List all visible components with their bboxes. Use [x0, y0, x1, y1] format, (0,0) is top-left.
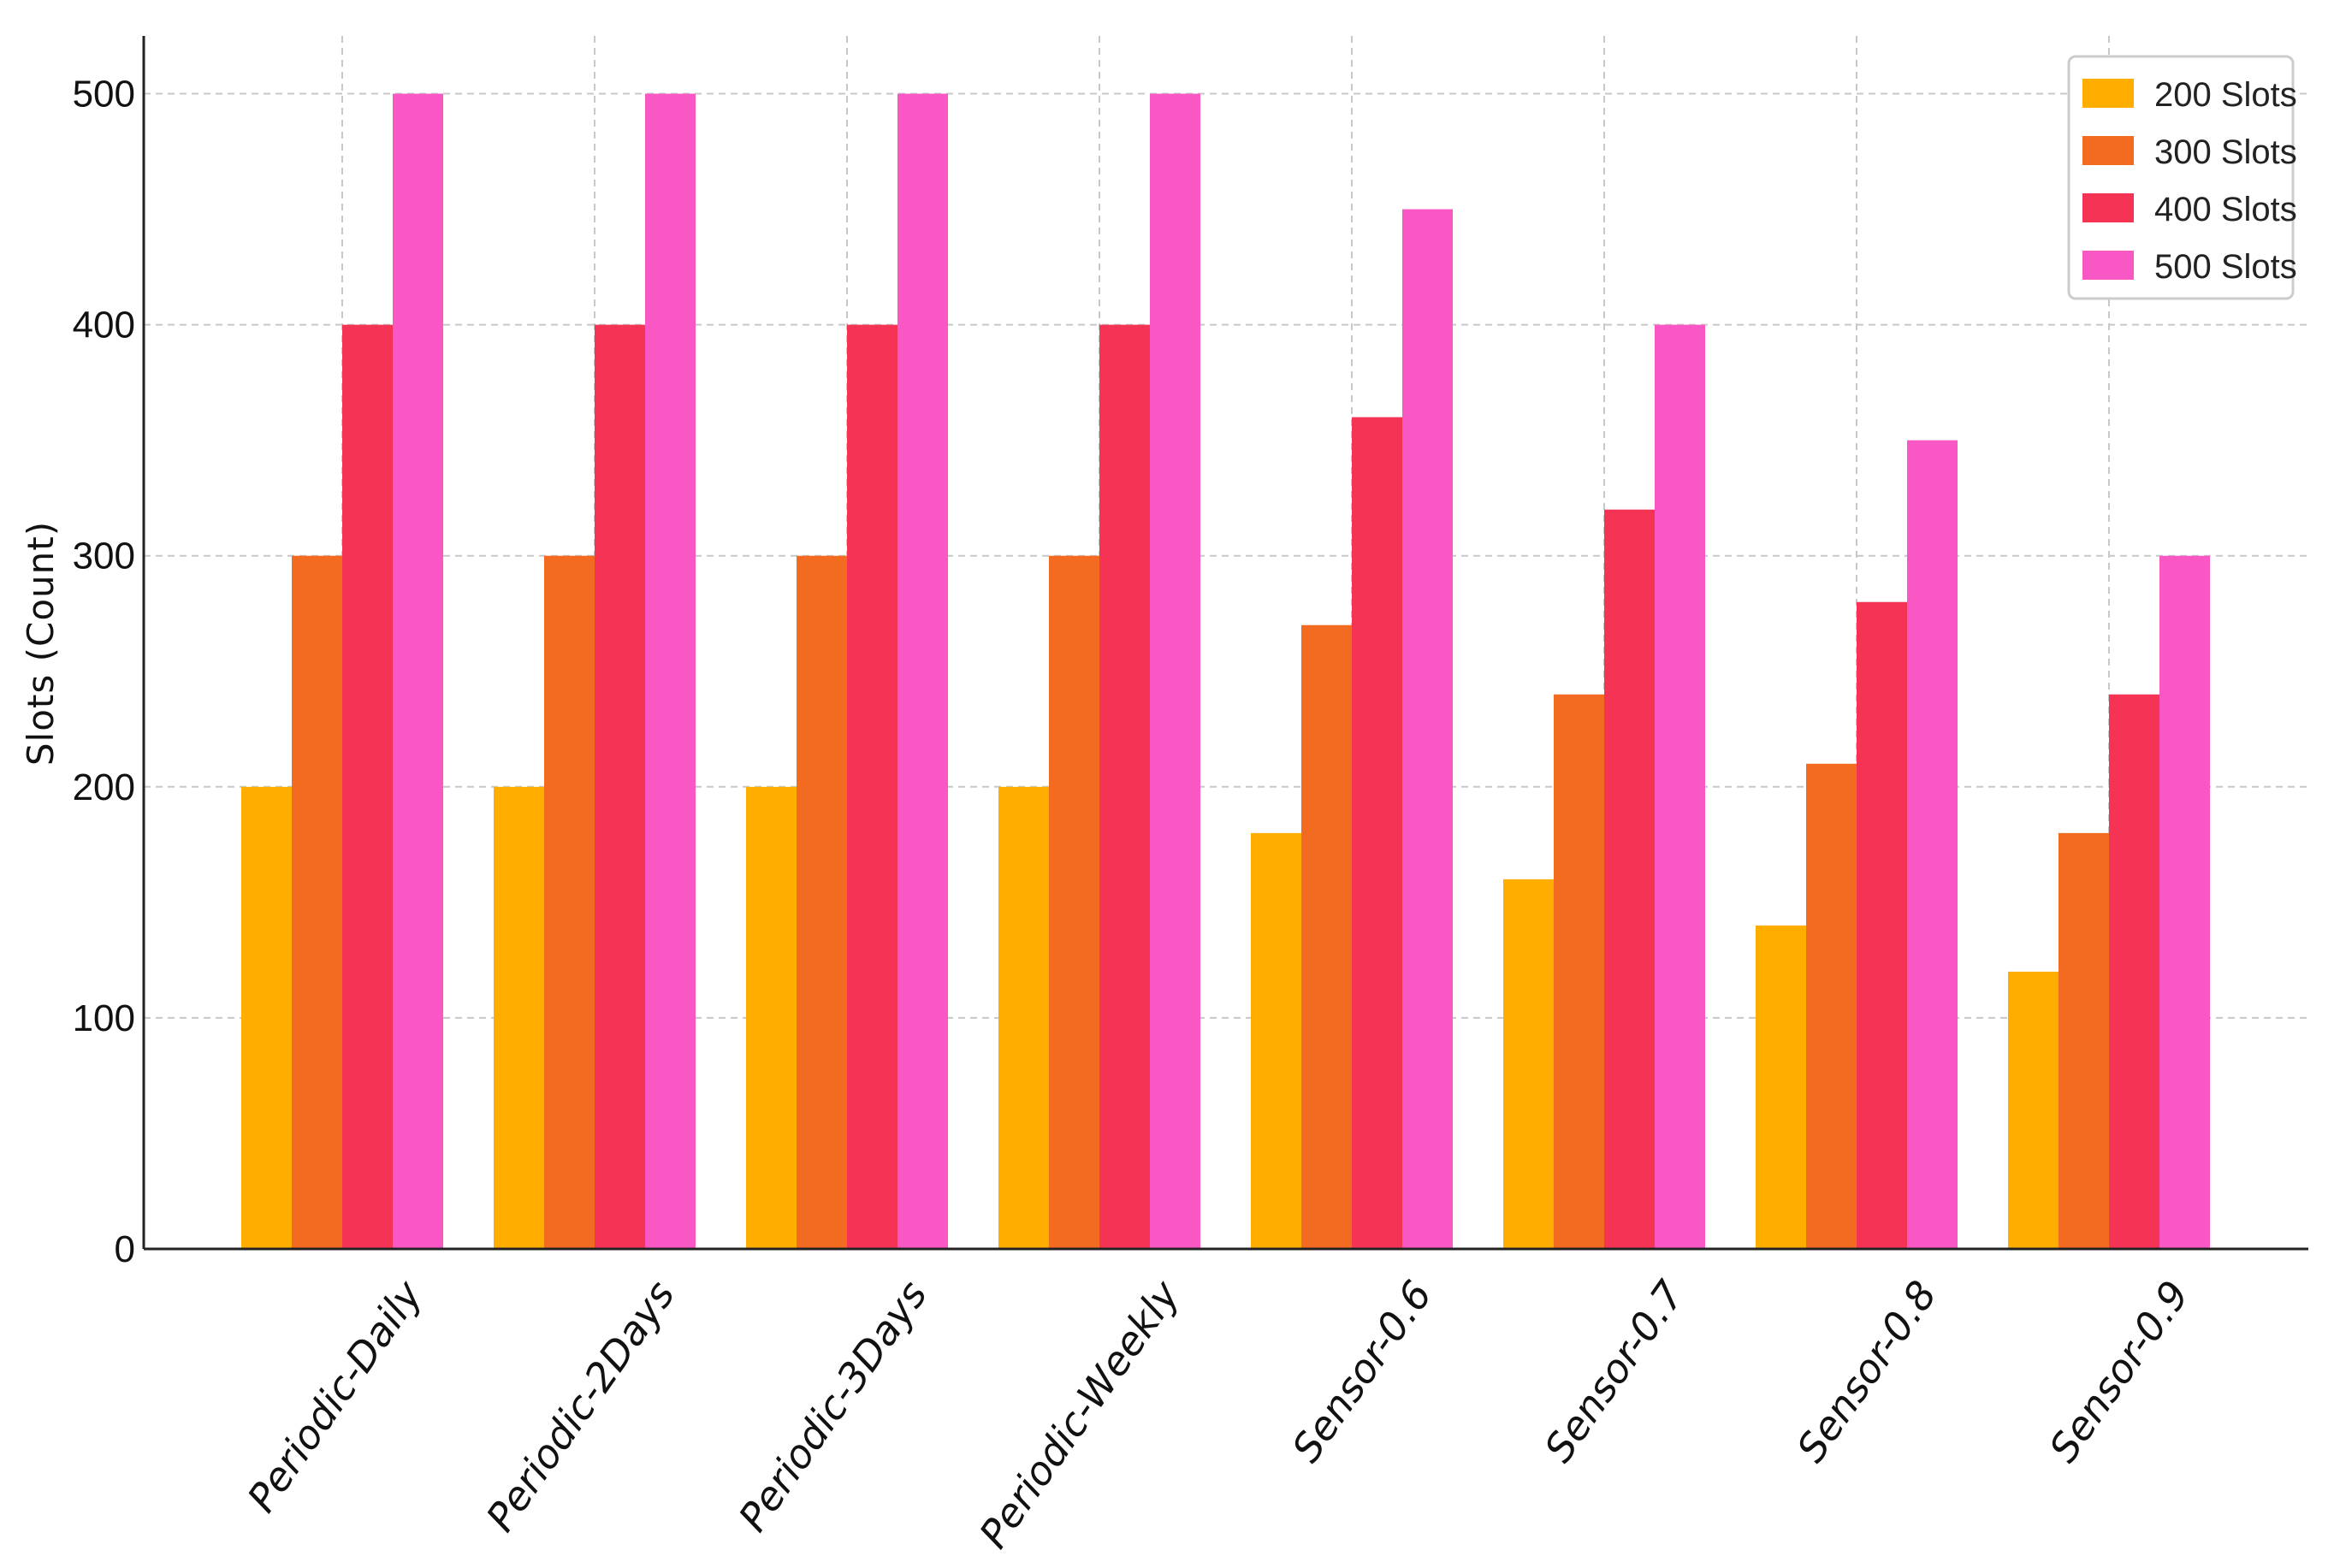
bar-400-slots-sensor-0-8: [1857, 601, 1907, 1249]
y-tick-label: 0: [115, 1228, 135, 1270]
legend-swatch: [2082, 251, 2134, 280]
axes-layer: [142, 36, 2308, 1251]
legend-label: 200 Slots: [2154, 76, 2297, 114]
x-tick-label: Periodic-3Days: [730, 1272, 936, 1540]
bar-200-slots-periodic-2days: [494, 786, 544, 1249]
x-tick-label: Periodic-Weekly: [970, 1272, 1189, 1557]
bar-300-slots-sensor-0-9: [2059, 832, 2109, 1249]
bar-300-slots-periodic-daily: [292, 555, 342, 1249]
legend-swatch: [2082, 193, 2134, 222]
bar-500-slots-sensor-0-9: [2159, 555, 2210, 1249]
legend-swatch: [2082, 79, 2134, 108]
bar-400-slots-periodic-weekly: [1099, 324, 1150, 1250]
x-tick-label: Periodic-2Days: [477, 1272, 684, 1540]
bar-200-slots-sensor-0-6: [1251, 832, 1301, 1249]
bar-200-slots-sensor-0-7: [1503, 879, 1554, 1249]
legend-label: 300 Slots: [2154, 133, 2297, 171]
legend: 200 Slots 300 Slots 400 Slots 500 Slots: [2067, 55, 2297, 300]
bar-400-slots-sensor-0-9: [2109, 694, 2159, 1249]
bar-500-slots-sensor-0-8: [1907, 440, 1958, 1249]
bar-400-slots-periodic-daily: [342, 324, 393, 1250]
legend-frame: [2067, 55, 2295, 300]
legend-swatch: [2082, 136, 2134, 165]
y-tick-label: 500: [73, 74, 135, 115]
legend-label: 400 Slots: [2154, 191, 2297, 228]
bar-300-slots-sensor-0-7: [1554, 694, 1604, 1249]
x-tick-labels: Periodic-Daily Periodic-2Days Periodic-3Da…: [238, 1272, 2198, 1557]
y-tick-label: 400: [73, 305, 135, 346]
bar-500-slots-periodic-2days: [645, 93, 696, 1250]
legend-label: 500 Slots: [2154, 248, 2297, 286]
y-tick-label: 100: [73, 997, 135, 1039]
bar-500-slots-sensor-0-7: [1655, 324, 1705, 1250]
grid-layer: [144, 36, 2308, 1249]
bar-300-slots-periodic-2days: [544, 555, 595, 1249]
bar-300-slots-periodic-3days: [797, 555, 847, 1249]
bar-200-slots-periodic-daily: [241, 786, 292, 1249]
bar-400-slots-sensor-0-6: [1352, 417, 1402, 1250]
x-tick-label: Periodic-Daily: [238, 1272, 431, 1521]
bar-300-slots-sensor-0-6: [1301, 624, 1352, 1249]
bars-layer: [241, 93, 2210, 1250]
y-axis-title: Slots (Count): [20, 521, 62, 766]
bar-500-slots-periodic-daily: [393, 93, 443, 1250]
bar-200-slots-periodic-3days: [746, 786, 797, 1249]
bar-400-slots-sensor-0-7: [1604, 509, 1655, 1249]
bar-400-slots-periodic-3days: [847, 324, 897, 1250]
x-tick-label: Sensor-0.6: [1283, 1272, 1441, 1470]
bar-200-slots-sensor-0-8: [1756, 925, 1806, 1249]
bar-500-slots-periodic-3days: [897, 93, 948, 1250]
bar-200-slots-sensor-0-9: [2008, 971, 2059, 1249]
bar-300-slots-sensor-0-8: [1806, 763, 1857, 1249]
bar-200-slots-periodic-weekly: [998, 786, 1049, 1249]
x-tick-label: Sensor-0.9: [2040, 1272, 2198, 1470]
y-tick-label: 300: [73, 535, 135, 577]
bar-300-slots-periodic-weekly: [1049, 555, 1099, 1249]
y-tick-labels: 0 100 200 300 400 500: [73, 74, 135, 1270]
y-tick-label: 200: [73, 766, 135, 808]
bar-500-slots-sensor-0-6: [1402, 209, 1453, 1250]
x-tick-label: Sensor-0.8: [1787, 1272, 1946, 1470]
x-tick-label: Sensor-0.7: [1535, 1272, 1693, 1470]
bar-400-slots-periodic-2days: [595, 324, 645, 1250]
bar-500-slots-periodic-weekly: [1150, 93, 1200, 1250]
